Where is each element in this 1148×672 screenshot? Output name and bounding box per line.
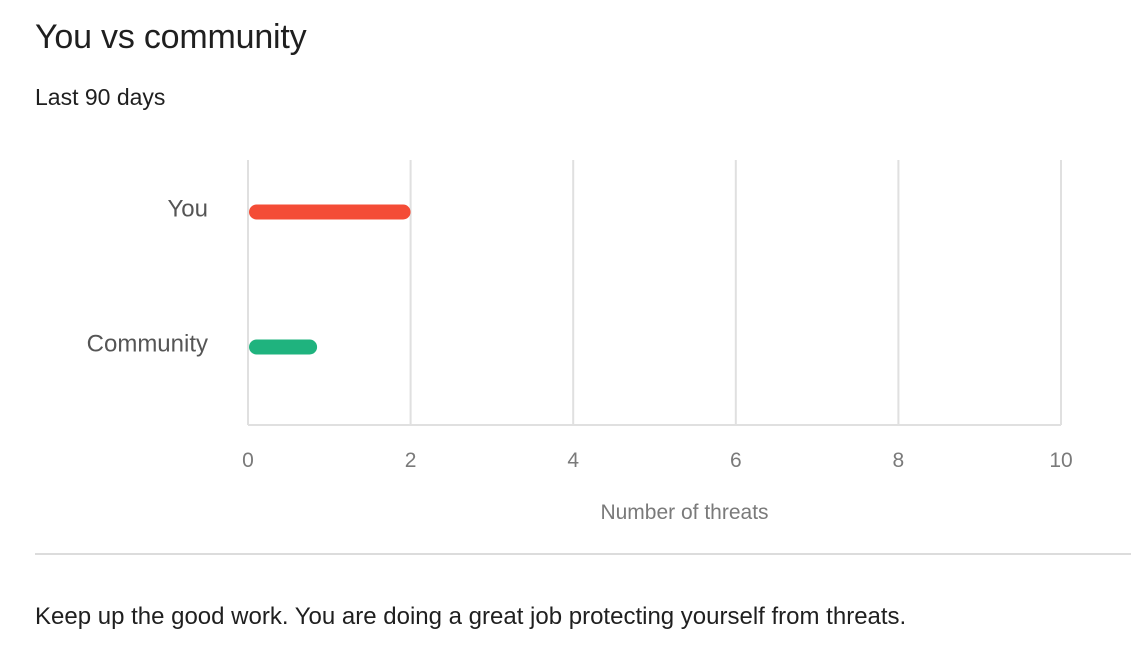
- encouragement-message: Keep up the good work. You are doing a g…: [35, 603, 907, 630]
- x-tick-label: 0: [242, 449, 254, 472]
- bars: [249, 204, 411, 355]
- bar-you: [249, 204, 411, 220]
- threats-bar-chart: You Community 0 2 4 6 8 10 Number of threats: [87, 160, 1073, 524]
- x-tick-label: 10: [1049, 449, 1072, 472]
- category-labels: You Community: [87, 195, 208, 357]
- section-divider: [35, 553, 1131, 555]
- x-tick-label: 2: [405, 449, 417, 472]
- category-label: You: [168, 195, 209, 222]
- x-tick-labels: 0 2 4 6 8 10: [242, 449, 1073, 472]
- bar-community: [249, 339, 318, 355]
- grid-lines: [247, 160, 1062, 426]
- chart-subtitle: Last 90 days: [35, 84, 166, 110]
- x-tick-label: 4: [567, 449, 579, 472]
- x-axis-label: Number of threats: [600, 501, 768, 524]
- category-label: Community: [87, 330, 208, 357]
- x-tick-label: 8: [893, 449, 905, 472]
- x-tick-label: 6: [730, 449, 742, 472]
- chart-title: You vs community: [35, 18, 307, 56]
